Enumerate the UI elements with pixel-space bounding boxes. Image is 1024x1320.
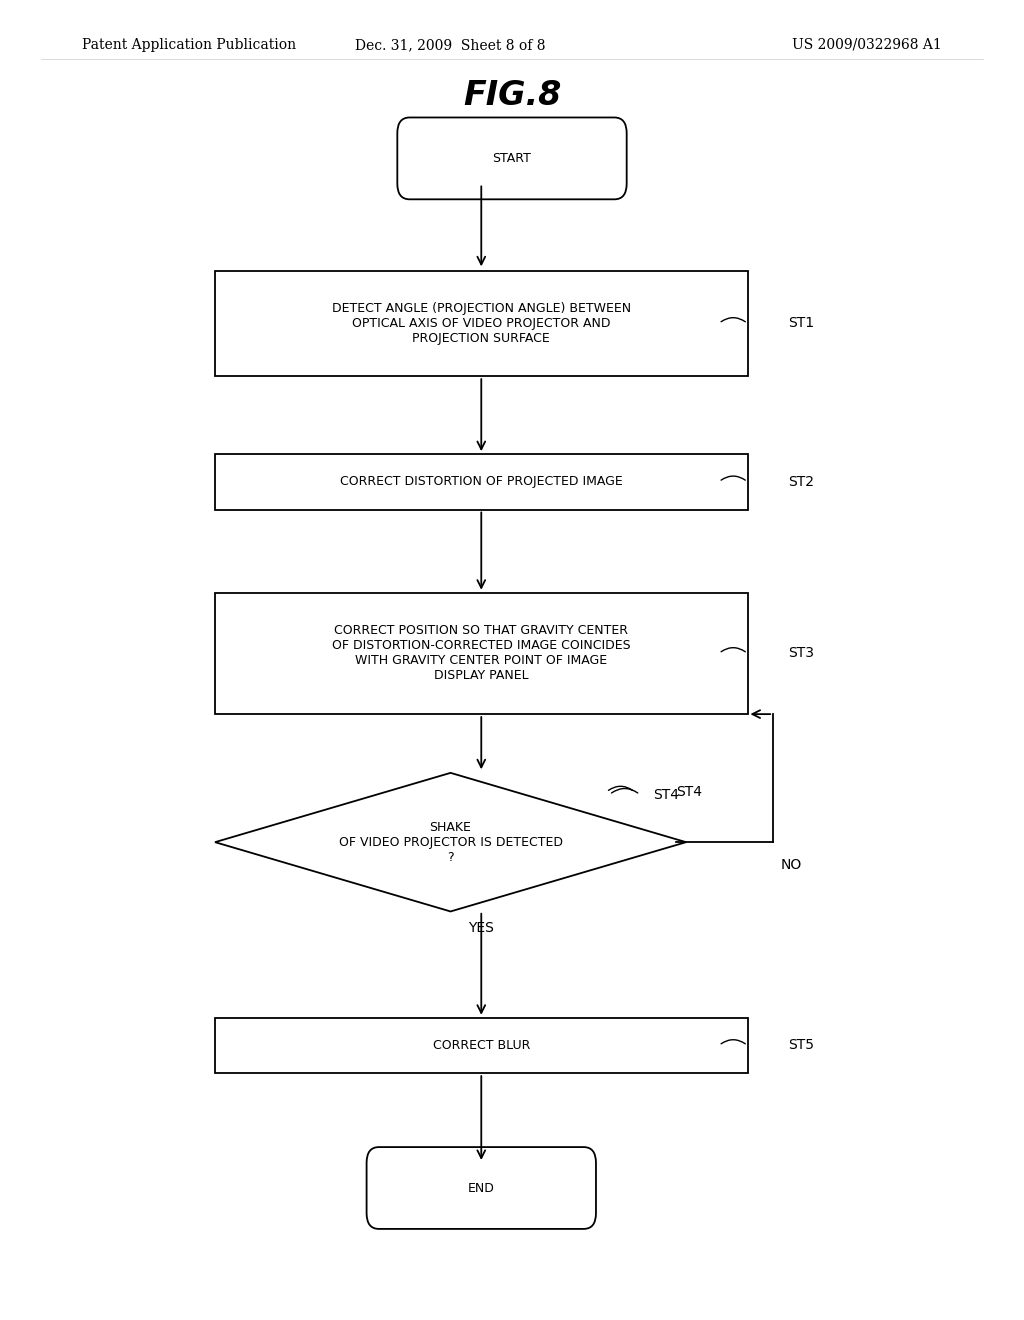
- Text: ST4: ST4: [653, 788, 679, 801]
- Text: ST2: ST2: [788, 475, 814, 488]
- FancyBboxPatch shape: [397, 117, 627, 199]
- Text: Patent Application Publication: Patent Application Publication: [82, 38, 296, 51]
- Text: US 2009/0322968 A1: US 2009/0322968 A1: [793, 38, 942, 51]
- Text: CORRECT POSITION SO THAT GRAVITY CENTER
OF DISTORTION-CORRECTED IMAGE COINCIDES
: CORRECT POSITION SO THAT GRAVITY CENTER …: [332, 624, 631, 682]
- Text: ST5: ST5: [788, 1039, 814, 1052]
- Text: END: END: [468, 1181, 495, 1195]
- Text: SHAKE
OF VIDEO PROJECTOR IS DETECTED
?: SHAKE OF VIDEO PROJECTOR IS DETECTED ?: [339, 821, 562, 863]
- Bar: [215, 454, 748, 510]
- Text: START: START: [493, 152, 531, 165]
- Text: YES: YES: [468, 921, 495, 935]
- FancyBboxPatch shape: [367, 1147, 596, 1229]
- Text: Dec. 31, 2009  Sheet 8 of 8: Dec. 31, 2009 Sheet 8 of 8: [355, 38, 546, 51]
- Text: ST3: ST3: [788, 647, 814, 660]
- Text: FIG.8: FIG.8: [463, 79, 561, 112]
- Text: CORRECT DISTORTION OF PROJECTED IMAGE: CORRECT DISTORTION OF PROJECTED IMAGE: [340, 475, 623, 488]
- Bar: [215, 1018, 748, 1073]
- Polygon shape: [215, 774, 686, 911]
- Bar: [215, 271, 748, 376]
- Text: CORRECT BLUR: CORRECT BLUR: [432, 1039, 530, 1052]
- Text: NO: NO: [780, 858, 802, 871]
- Text: ST1: ST1: [788, 317, 815, 330]
- Bar: [215, 593, 748, 714]
- Text: ST4: ST4: [676, 785, 701, 799]
- Text: DETECT ANGLE (PROJECTION ANGLE) BETWEEN
OPTICAL AXIS OF VIDEO PROJECTOR AND
PROJ: DETECT ANGLE (PROJECTION ANGLE) BETWEEN …: [332, 302, 631, 345]
